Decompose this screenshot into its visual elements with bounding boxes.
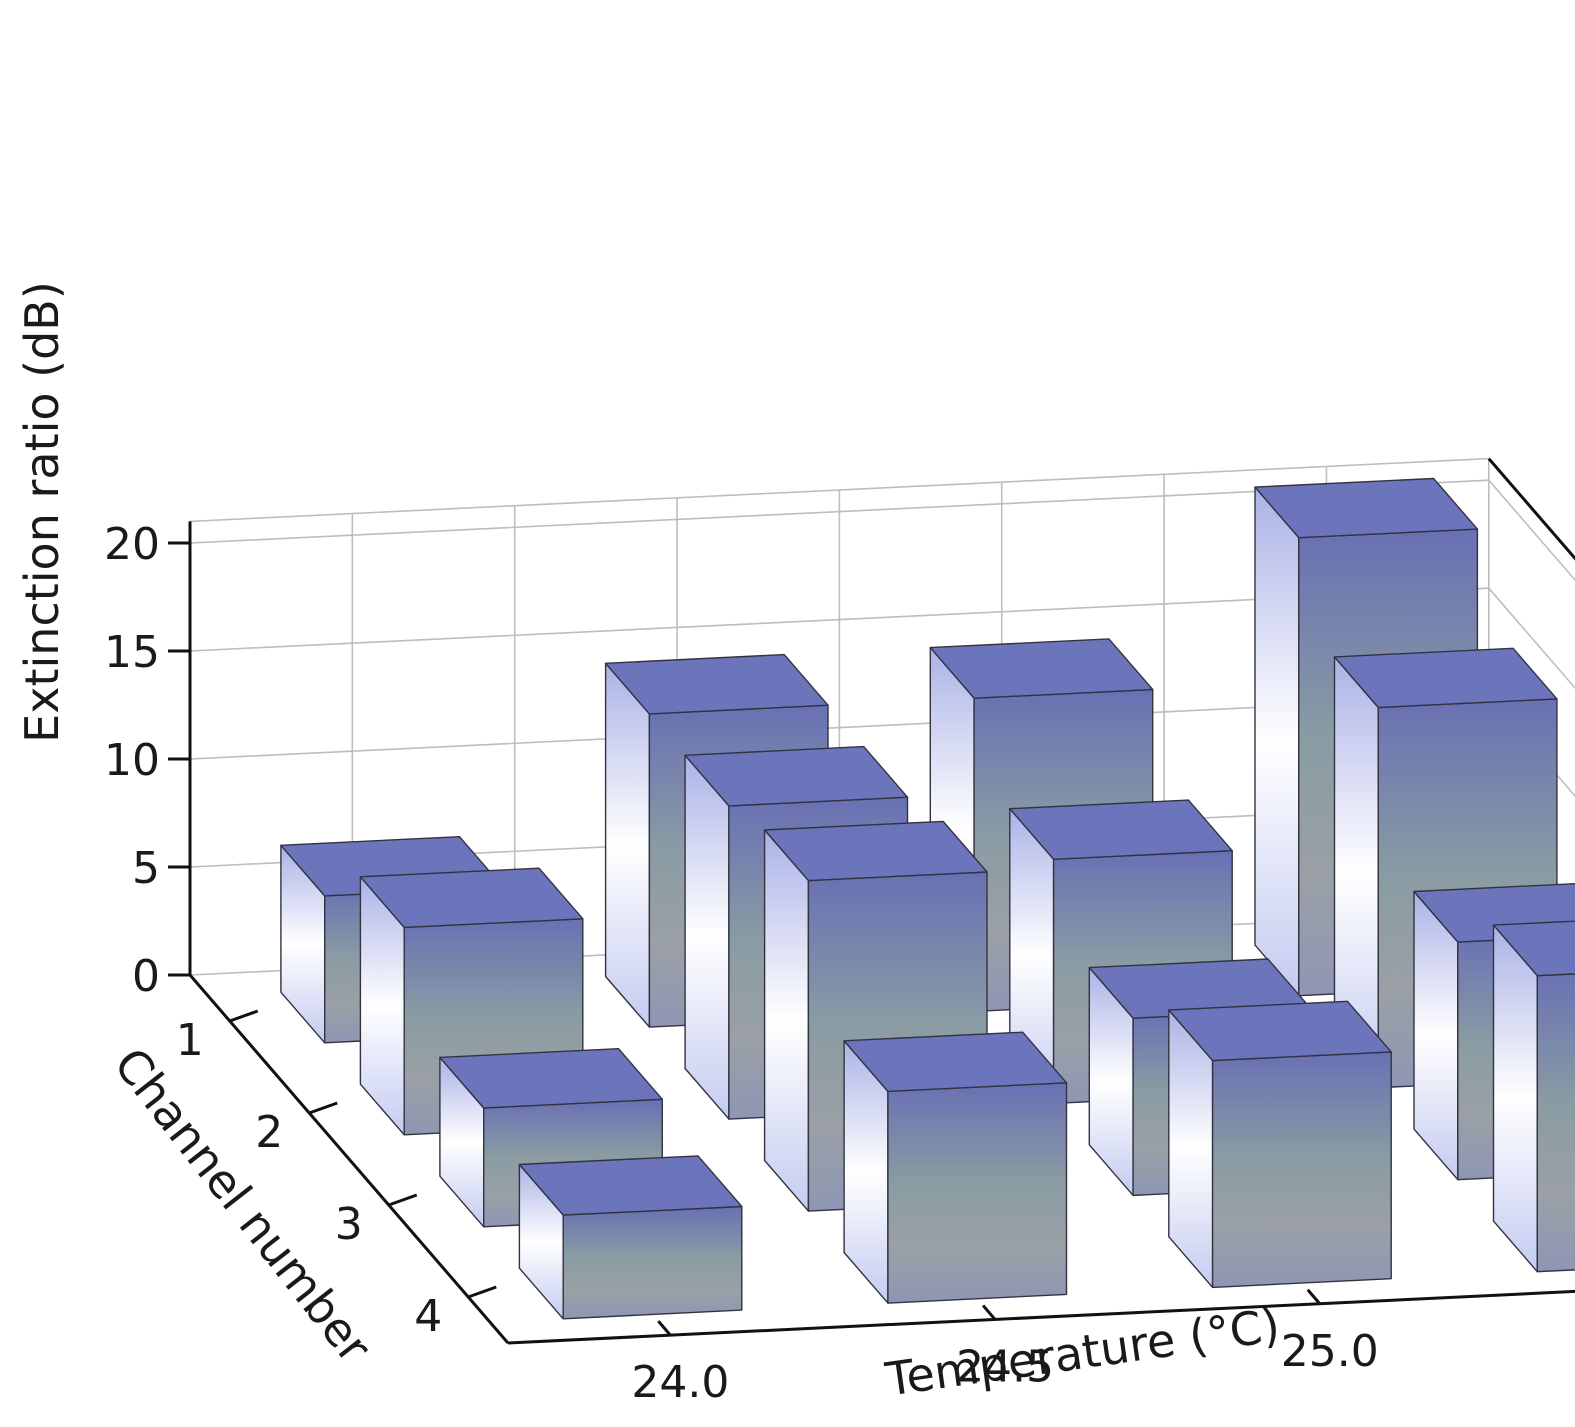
- axes: [168, 457, 1575, 1345]
- bar: [518, 1155, 743, 1320]
- bar-side: [604, 662, 651, 1028]
- channel-tick-label: 1: [176, 1015, 204, 1066]
- grid-top-edge: [189, 457, 1489, 523]
- bar-top: [439, 1047, 663, 1109]
- bar-top: [1168, 1000, 1392, 1062]
- channel-tick-label: 2: [255, 1107, 283, 1158]
- bar-front: [1211, 1051, 1392, 1289]
- grid-line-right: [1488, 587, 1575, 690]
- bar-top: [1009, 799, 1233, 860]
- bars: [280, 477, 1575, 1320]
- bar-front: [1536, 973, 1575, 1273]
- channel-tick: [388, 1193, 418, 1207]
- bar-top: [1333, 647, 1558, 709]
- grid-line-right: [1488, 479, 1575, 582]
- channel-axis-line: [188, 974, 510, 1344]
- channel-tick: [229, 1009, 259, 1023]
- temperature-axis-line: [507, 1289, 1575, 1345]
- temperature-tick-label: 24.5: [956, 1341, 1054, 1392]
- temperature-tick-label: 25.0: [1281, 1326, 1379, 1377]
- z-tick-label: 5: [132, 843, 160, 894]
- z-tick-label: 0: [132, 951, 160, 1002]
- bar-top: [929, 638, 1154, 699]
- bar-top: [1254, 477, 1479, 539]
- bar: [1168, 1000, 1392, 1289]
- bar-top: [604, 653, 829, 715]
- bar-top: [359, 867, 584, 929]
- bar-top: [1492, 920, 1575, 977]
- bar-top: [843, 1031, 1068, 1093]
- z-axis-title: Extinction ratio (dB): [15, 281, 69, 743]
- bar-side: [684, 754, 730, 1120]
- temperature-tick: [657, 1320, 672, 1337]
- temperature-tick: [1306, 1288, 1321, 1305]
- bar-side: [1254, 486, 1300, 997]
- channel-tick: [308, 1101, 338, 1115]
- bar: [843, 1031, 1068, 1304]
- bar-front: [562, 1205, 743, 1320]
- bar: [1492, 920, 1575, 1273]
- bar-top: [518, 1155, 743, 1216]
- bar-top: [763, 820, 988, 882]
- temperature-tick: [981, 1304, 997, 1321]
- bar: [359, 867, 584, 1136]
- channel-tick-label: 3: [335, 1199, 363, 1250]
- z-tick-label: 15: [104, 627, 160, 678]
- bar-front: [887, 1082, 1068, 1304]
- channel-tick-label: 4: [414, 1291, 442, 1342]
- bar-top: [684, 745, 909, 807]
- temperature-tick-label: 24.0: [631, 1357, 729, 1408]
- bar-side: [1492, 924, 1539, 1273]
- right-top-edge: [1487, 457, 1575, 561]
- z-tick-label: 10: [104, 735, 160, 786]
- z-tick-label: 20: [104, 519, 160, 570]
- channel-tick: [467, 1285, 497, 1299]
- bar-side: [763, 829, 810, 1212]
